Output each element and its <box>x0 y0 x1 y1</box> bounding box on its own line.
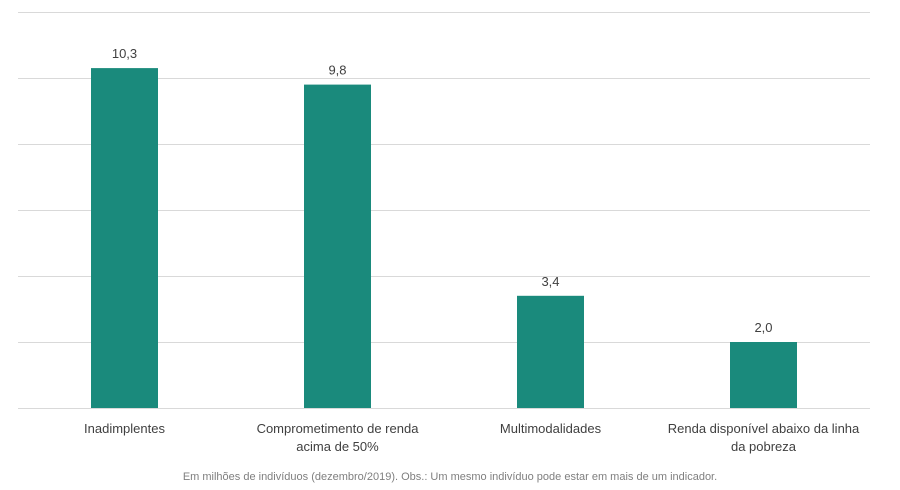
category-labels: Inadimplentes Comprometimento de renda aci… <box>84 421 860 454</box>
data-label: 10,3 <box>112 46 137 61</box>
bar-chart: 10,3 9,8 3,4 2,0 Inadimplentes Comprometimen… <box>18 12 870 454</box>
category-label: Comprometimento de renda <box>257 421 420 436</box>
category-label: Inadimplentes <box>84 421 165 436</box>
data-label: 2,0 <box>754 320 772 335</box>
category-label: da pobreza <box>731 439 797 454</box>
gridlines <box>18 12 870 409</box>
category-label: acima de 50% <box>296 439 379 454</box>
bar <box>730 342 797 408</box>
data-labels: 10,3 9,8 3,4 2,0 <box>112 46 773 335</box>
category-label: Renda disponível abaixo da linha <box>668 421 860 436</box>
bar <box>517 295 584 408</box>
bar <box>304 84 371 408</box>
bar <box>91 68 158 408</box>
chart-footnote: Em milhões de indivíduos (dezembro/2019)… <box>182 471 718 483</box>
category-label: Multimodalidades <box>500 421 602 436</box>
bars <box>91 68 797 408</box>
data-label: 9,8 <box>328 63 346 78</box>
data-label: 3,4 <box>541 274 559 289</box>
